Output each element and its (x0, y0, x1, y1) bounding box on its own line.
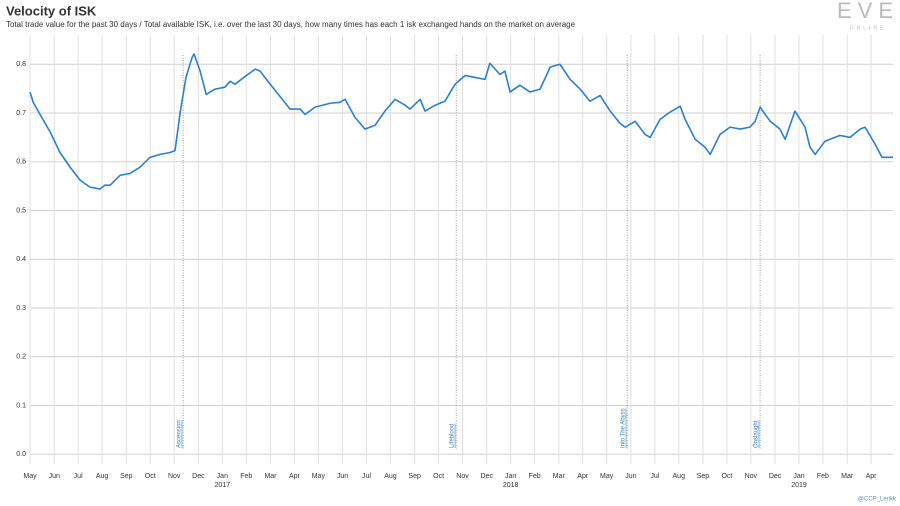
x-year-label: 2017 (215, 482, 231, 489)
y-tick-label: 0.3 (16, 305, 26, 312)
x-tick-label: Sep (697, 473, 710, 480)
x-tick-label: Nov (168, 473, 181, 480)
x-tick-label: Jan (793, 473, 804, 480)
x-tick-label: Dec (481, 473, 494, 480)
x-tick-label: Sep (408, 473, 421, 480)
x-tick-label: Oct (145, 473, 156, 480)
x-tick-label: Nov (745, 473, 758, 480)
x-tick-label: Apr (866, 473, 878, 480)
y-tick-label: 0.5 (16, 207, 26, 214)
y-tick-label: 0.1 (16, 402, 26, 409)
logo: EVE (837, 0, 899, 23)
y-tick-label: 0.6 (16, 159, 26, 166)
chart-subtitle: Total trade value for the past 30 days /… (6, 20, 576, 29)
x-tick-label: Apr (289, 473, 301, 480)
x-year-label: 2018 (503, 482, 519, 489)
x-tick-label: Nov (456, 473, 469, 480)
event-label: Ascension (177, 420, 183, 448)
x-tick-label: Oct (433, 473, 444, 480)
x-tick-label: Jul (650, 473, 659, 480)
x-year-label: 2019 (791, 482, 807, 489)
x-tick-label: Jan (217, 473, 228, 480)
x-tick-label: Jun (49, 473, 60, 480)
data-line (29, 53, 893, 190)
credit: @CCP_Lerikk (858, 497, 897, 503)
x-tick-label: Sep (120, 473, 133, 480)
event-label: Lifeblood (450, 424, 456, 448)
logo-subtext: ONLINE (850, 25, 887, 31)
x-tick-label: Mar (264, 473, 277, 480)
x-tick-label: Mar (553, 473, 566, 480)
x-tick-label: Aug (673, 473, 686, 480)
x-tick-label: May (312, 473, 326, 480)
x-tick-label: Feb (529, 473, 541, 480)
x-tick-label: Jun (625, 473, 636, 480)
x-tick-label: Apr (577, 473, 589, 480)
x-tick-label: Dec (769, 473, 782, 480)
x-tick-label: Aug (96, 473, 109, 480)
y-tick-label: 0.8 (16, 61, 26, 68)
x-tick-label: Oct (721, 473, 732, 480)
event-label: Onslaught (754, 420, 760, 448)
x-tick-label: Feb (240, 473, 252, 480)
x-tick-label: May (23, 473, 37, 480)
y-tick-label: 0.7 (16, 110, 26, 117)
x-tick-label: May (600, 473, 614, 480)
y-tick-label: 0.2 (16, 354, 26, 361)
x-tick-label: Aug (384, 473, 397, 480)
y-tick-label: 0.4 (16, 256, 26, 263)
chart-title: Velocity of ISK (6, 3, 97, 18)
x-tick-label: Jun (337, 473, 348, 480)
x-tick-label: Jul (362, 473, 371, 480)
x-tick-label: Mar (841, 473, 854, 480)
event-label: Into The Abyss (621, 408, 627, 448)
x-tick-label: Jan (505, 473, 516, 480)
x-tick-label: Jul (74, 473, 83, 480)
y-tick-label: 0.0 (16, 451, 26, 458)
x-tick-label: Dec (192, 473, 205, 480)
x-tick-label: Feb (817, 473, 829, 480)
